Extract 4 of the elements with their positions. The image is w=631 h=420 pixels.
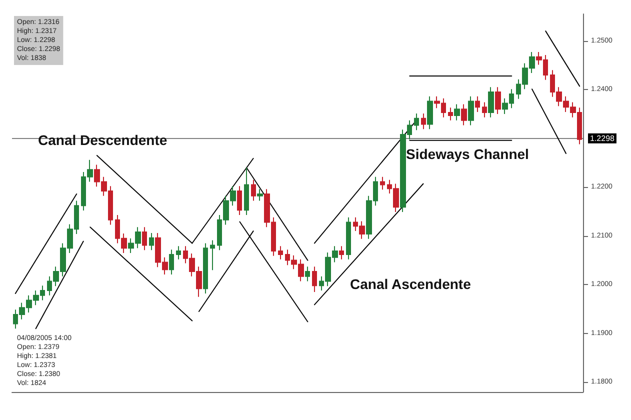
ref-line-label: 1.2298 [590,134,616,143]
annotation: Sideways Channel [406,146,529,162]
annotation: Canal Descendente [38,132,168,148]
annotation: Canal Ascendente [350,276,472,292]
